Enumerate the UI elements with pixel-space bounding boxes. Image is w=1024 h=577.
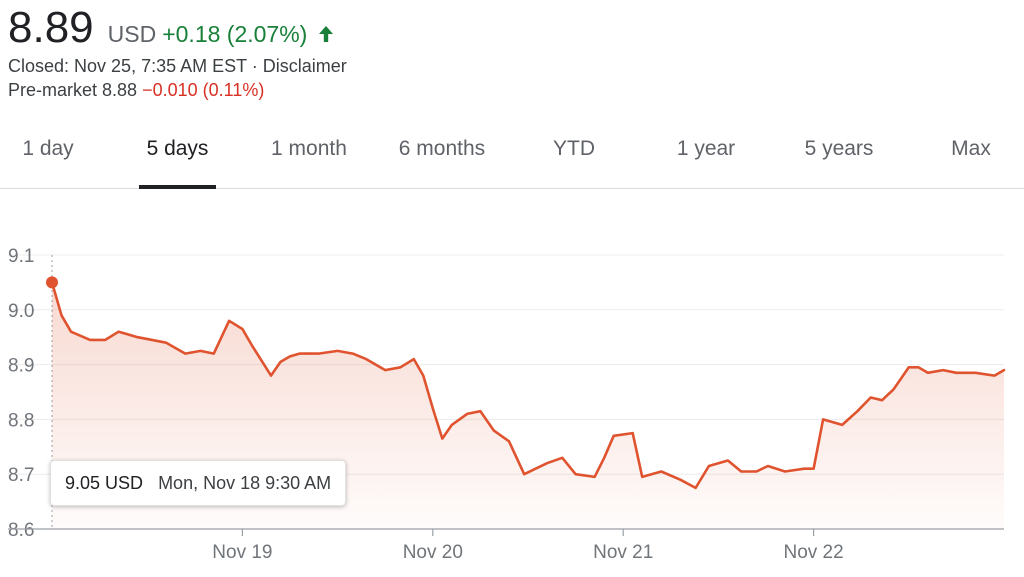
chart-tooltip: 9.05 USD Mon, Nov 18 9:30 AM xyxy=(50,460,347,506)
premarket-price: Pre-market 8.88 xyxy=(8,80,138,100)
quote-header: 8.89 USD +0.18 (2.07%) Closed: Nov 25, 7… xyxy=(8,0,1008,110)
tab-label: 1 month xyxy=(271,137,347,160)
tab-6-months[interactable]: 6 months xyxy=(383,120,501,188)
y-tick-label: 8.6 xyxy=(8,520,34,541)
y-tick-label: 9.1 xyxy=(8,246,34,267)
range-tabs: 1 day 5 days 1 month 6 months YTD 1 year… xyxy=(0,120,1024,189)
y-tick-label: 8.8 xyxy=(8,410,34,431)
x-tick-label: Nov 19 xyxy=(212,542,272,563)
tab-label: 1 day xyxy=(22,137,74,160)
tooltip-price: 9.05 USD xyxy=(65,473,144,493)
price-change: +0.18 (2.07%) xyxy=(162,21,308,47)
tooltip-date: Mon, Nov 18 9:30 AM xyxy=(158,473,332,493)
x-tick-label: Nov 21 xyxy=(593,542,653,563)
price-line xyxy=(50,281,1006,490)
tab-label: 5 days xyxy=(146,137,209,160)
y-tick-label: 8.9 xyxy=(8,356,34,377)
tab-label: 1 year xyxy=(676,137,736,160)
x-tick-label: Nov 20 xyxy=(403,542,463,563)
separator-dot: · xyxy=(246,56,263,76)
y-tick-label: 8.7 xyxy=(8,465,34,486)
disclaimer-link[interactable]: Disclaimer xyxy=(262,56,347,76)
premarket-change: −0.010 (0.11%) xyxy=(142,80,265,100)
tab-1-month[interactable]: 1 month xyxy=(250,120,368,188)
current-price: 8.89 xyxy=(8,3,94,52)
tab-1-year[interactable]: 1 year xyxy=(660,120,752,188)
price-chart-svg[interactable]: 8.6 8.7 8.8 8.9 9.0 9.1 Nov 19 Nov 20 Nov 21 Nov … xyxy=(0,230,1024,577)
arrow-up-icon xyxy=(317,25,335,43)
tab-ytd[interactable]: YTD xyxy=(530,120,618,188)
premarket-row: Pre-market 8.88 −0.010 (0.11%) xyxy=(8,80,264,101)
tab-5-days[interactable]: 5 days xyxy=(139,120,216,189)
tab-5-years[interactable]: 5 years xyxy=(790,120,888,188)
tab-label: YTD xyxy=(553,137,595,160)
closed-time: Closed: Nov 25, 7:35 AM EST xyxy=(8,56,247,76)
currency-label: USD xyxy=(107,21,157,47)
y-tick-label: 9.0 xyxy=(8,301,34,322)
market-status-row: Closed: Nov 25, 7:35 AM EST · Disclaimer xyxy=(8,56,347,77)
tab-label: Max xyxy=(951,137,991,160)
hover-point xyxy=(46,276,58,289)
tab-label: 5 years xyxy=(804,137,874,160)
tab-max[interactable]: Max xyxy=(930,120,1012,188)
tab-label: 6 months xyxy=(398,137,486,160)
x-tick-label: Nov 22 xyxy=(783,542,843,563)
tab-1-day[interactable]: 1 day xyxy=(0,120,96,188)
price-chart[interactable]: 8.6 8.7 8.8 8.9 9.0 9.1 Nov 19 Nov 20 Nov 21 Nov … xyxy=(0,230,1024,577)
price-row: 8.89 USD +0.18 (2.07%) xyxy=(8,2,335,54)
